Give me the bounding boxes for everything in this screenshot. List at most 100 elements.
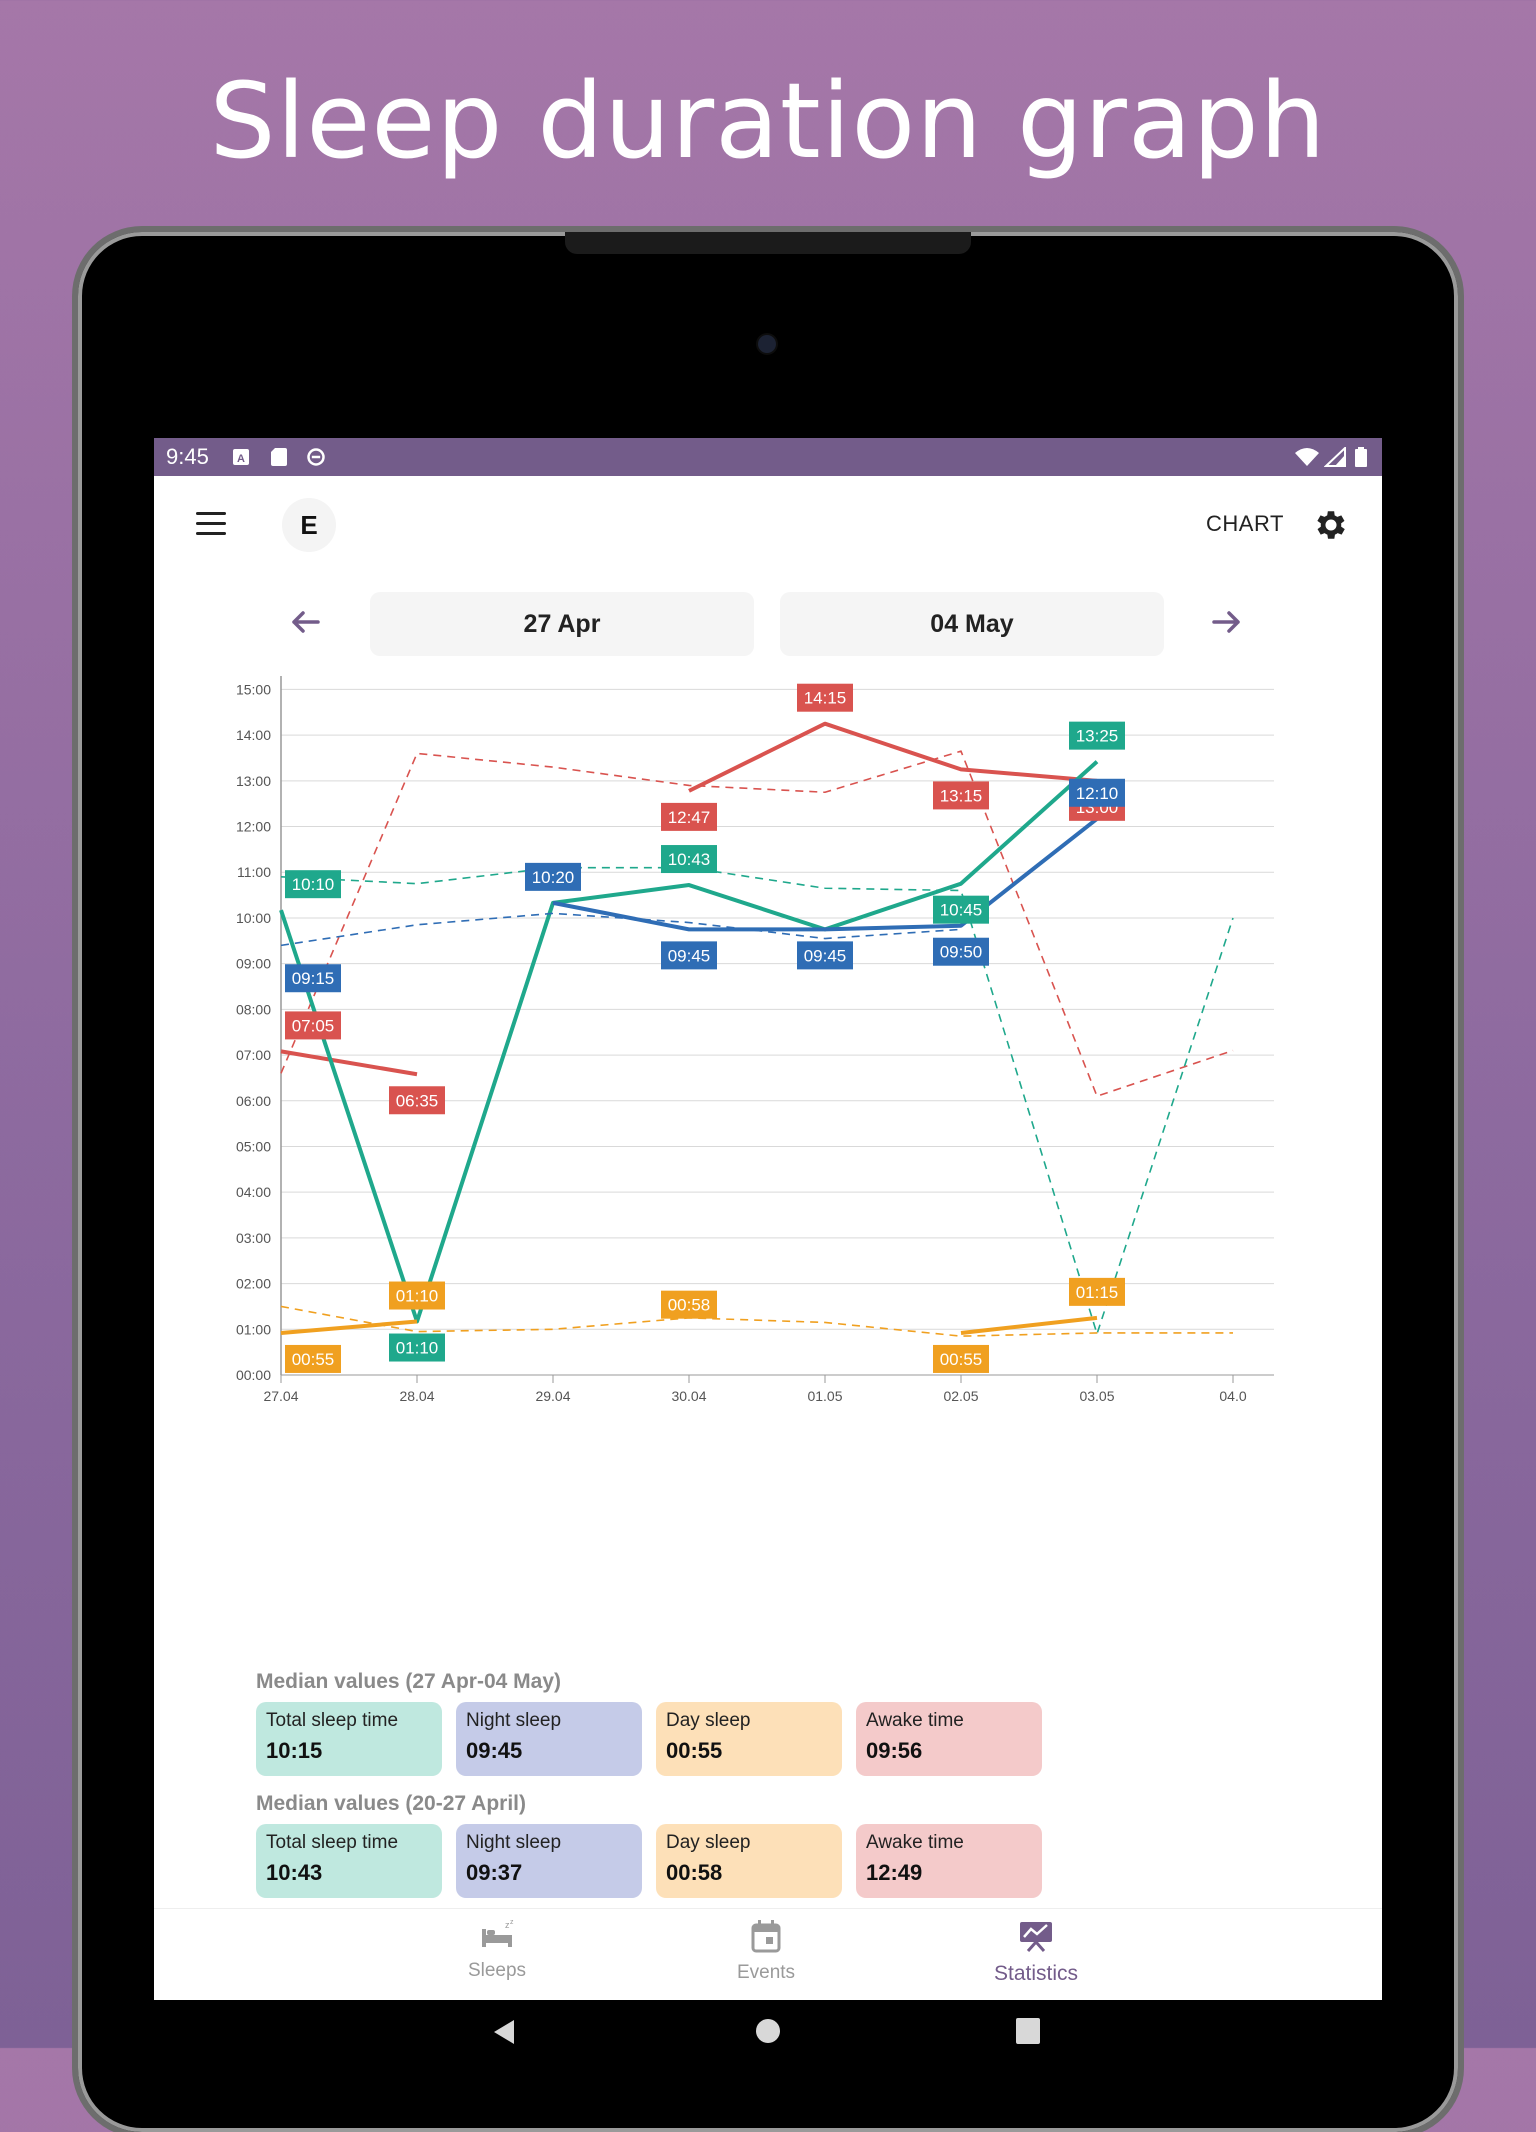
median-night-value: 09:45 — [466, 1738, 523, 1763]
series-line — [552, 817, 1099, 932]
x-tick-label: 28.04 — [399, 1388, 434, 1404]
end-date-field[interactable]: 04 May — [780, 592, 1164, 656]
nav-statistics-label: Statistics — [993, 1962, 1079, 1985]
y-tick-label: 09:00 — [236, 956, 271, 972]
data-label: 09:45 — [668, 946, 711, 965]
series-line — [280, 1305, 1233, 1337]
median-total-card: Total sleep time 10:15 — [256, 1702, 442, 1776]
x-tick-label: 30.04 — [671, 1388, 706, 1404]
y-tick-label: 00:00 — [236, 1367, 271, 1383]
y-tick-label: 07:00 — [236, 1047, 271, 1063]
sleep-duration-chart: 00:00 01:00 02:00 03:00 04:00 05:00 06:00 07:00… — [236, 676, 1274, 1404]
app-screen: 9:45 A E CHART 27 Apr 04 May 00:00 01:00 0… — [154, 438, 1382, 2048]
y-tick-label: 12:00 — [236, 819, 271, 835]
data-label-box — [933, 781, 989, 810]
start-date-field[interactable]: 27 Apr — [370, 592, 754, 656]
data-label-box — [1069, 778, 1125, 807]
data-label-box — [933, 895, 989, 924]
previous-total-label: Total sleep time — [266, 1832, 399, 1853]
y-tick-label: 11:00 — [237, 864, 271, 880]
nav-events[interactable]: Events — [686, 1919, 846, 1984]
data-label-box — [797, 941, 853, 970]
data-label: 13:25 — [1076, 727, 1119, 746]
data-label-box — [285, 1011, 341, 1040]
data-label: 01:10 — [396, 1287, 439, 1306]
data-label: 13:15 — [940, 786, 983, 805]
data-label: 07:05 — [292, 1016, 335, 1035]
wifi-icon — [1295, 448, 1319, 466]
y-tick-label: 03:00 — [236, 1230, 271, 1246]
median-current-title: Median values (27 Apr-04 May) — [256, 1670, 561, 1693]
series-line — [280, 1319, 418, 1335]
nav-statistics[interactable]: Statistics — [956, 1919, 1116, 1986]
y-tick-label: 14:00 — [236, 727, 271, 743]
back-icon[interactable] — [492, 2018, 516, 2046]
next-week-arrow-icon[interactable] — [1204, 600, 1248, 644]
series-line — [280, 1049, 418, 1077]
data-label-box — [933, 937, 989, 966]
median-day-value: 00:55 — [666, 1738, 723, 1763]
calendar-icon — [751, 1920, 781, 1953]
previous-awake-value: 12:49 — [866, 1860, 923, 1885]
data-label: 00:55 — [292, 1350, 335, 1369]
system-navigation-bar — [154, 2000, 1382, 2048]
recents-icon[interactable] — [1016, 2018, 1040, 2044]
data-label-box — [1069, 1277, 1125, 1306]
y-tick-label: 05:00 — [236, 1138, 271, 1154]
data-label: 10:43 — [668, 850, 711, 869]
home-icon[interactable] — [755, 2018, 781, 2044]
previous-day-label: Day sleep — [666, 1832, 751, 1853]
data-label-box — [525, 862, 581, 891]
data-label: 06:35 — [396, 1091, 439, 1110]
y-tick-label: 08:00 — [236, 1001, 271, 1017]
data-label-box — [661, 1290, 717, 1319]
data-label-box — [661, 845, 717, 874]
statistics-icon — [1020, 1922, 1052, 1952]
gear-icon[interactable] — [1312, 506, 1350, 544]
accessibility-icon: A — [233, 449, 249, 465]
previous-night-label: Night sleep — [466, 1832, 562, 1853]
nav-sleeps-label: Sleeps — [467, 1960, 527, 1981]
previous-night-card: Night sleep 09:37 — [456, 1824, 642, 1898]
previous-awake-card: Awake time 12:49 — [856, 1824, 1042, 1898]
median-night-card: Night sleep 09:45 — [456, 1702, 642, 1776]
previous-day-value: 00:58 — [666, 1860, 723, 1885]
data-label: 14:15 — [804, 689, 847, 708]
sd-card-icon — [271, 448, 287, 466]
y-tick-label: 13:00 — [236, 773, 271, 789]
data-label-box — [285, 1344, 341, 1373]
svg-text:z: z — [510, 1919, 514, 1926]
data-label: 09:15 — [292, 969, 335, 988]
svg-text:A: A — [237, 453, 245, 465]
data-label-box — [661, 941, 717, 970]
x-tick-label: 29.04 — [535, 1388, 570, 1404]
median-day-card: Day sleep 00:55 — [656, 1702, 842, 1776]
previous-total-card: Total sleep time 10:43 — [256, 1824, 442, 1898]
series-line — [960, 1315, 1098, 1335]
status-bar: 9:45 A — [154, 438, 1382, 476]
avatar[interactable]: E — [282, 498, 336, 552]
median-day-label: Day sleep — [666, 1710, 751, 1731]
previous-week-arrow-icon[interactable] — [284, 600, 328, 644]
device-notch — [565, 232, 971, 254]
median-total-value: 10:15 — [266, 1738, 323, 1763]
series-line — [280, 866, 1234, 1335]
median-night-label: Night sleep — [466, 1710, 562, 1731]
x-tick-label: 27.04 — [263, 1388, 298, 1404]
x-tick-label: 03.05 — [1079, 1388, 1114, 1404]
menu-icon[interactable] — [196, 512, 226, 536]
median-awake-card: Awake time 09:56 — [856, 1702, 1042, 1776]
data-label: 12:47 — [668, 808, 711, 827]
chart-toggle-button[interactable]: CHART — [1206, 511, 1284, 536]
data-label: 01:10 — [396, 1339, 439, 1358]
previous-awake-label: Awake time — [866, 1832, 964, 1853]
y-tick-label: 02:00 — [236, 1276, 271, 1292]
data-label-box — [389, 1333, 445, 1362]
data-label-box — [797, 683, 853, 712]
y-tick-label: 10:00 — [236, 910, 271, 926]
data-label-box — [1069, 721, 1125, 750]
median-awake-label: Awake time — [866, 1710, 964, 1731]
